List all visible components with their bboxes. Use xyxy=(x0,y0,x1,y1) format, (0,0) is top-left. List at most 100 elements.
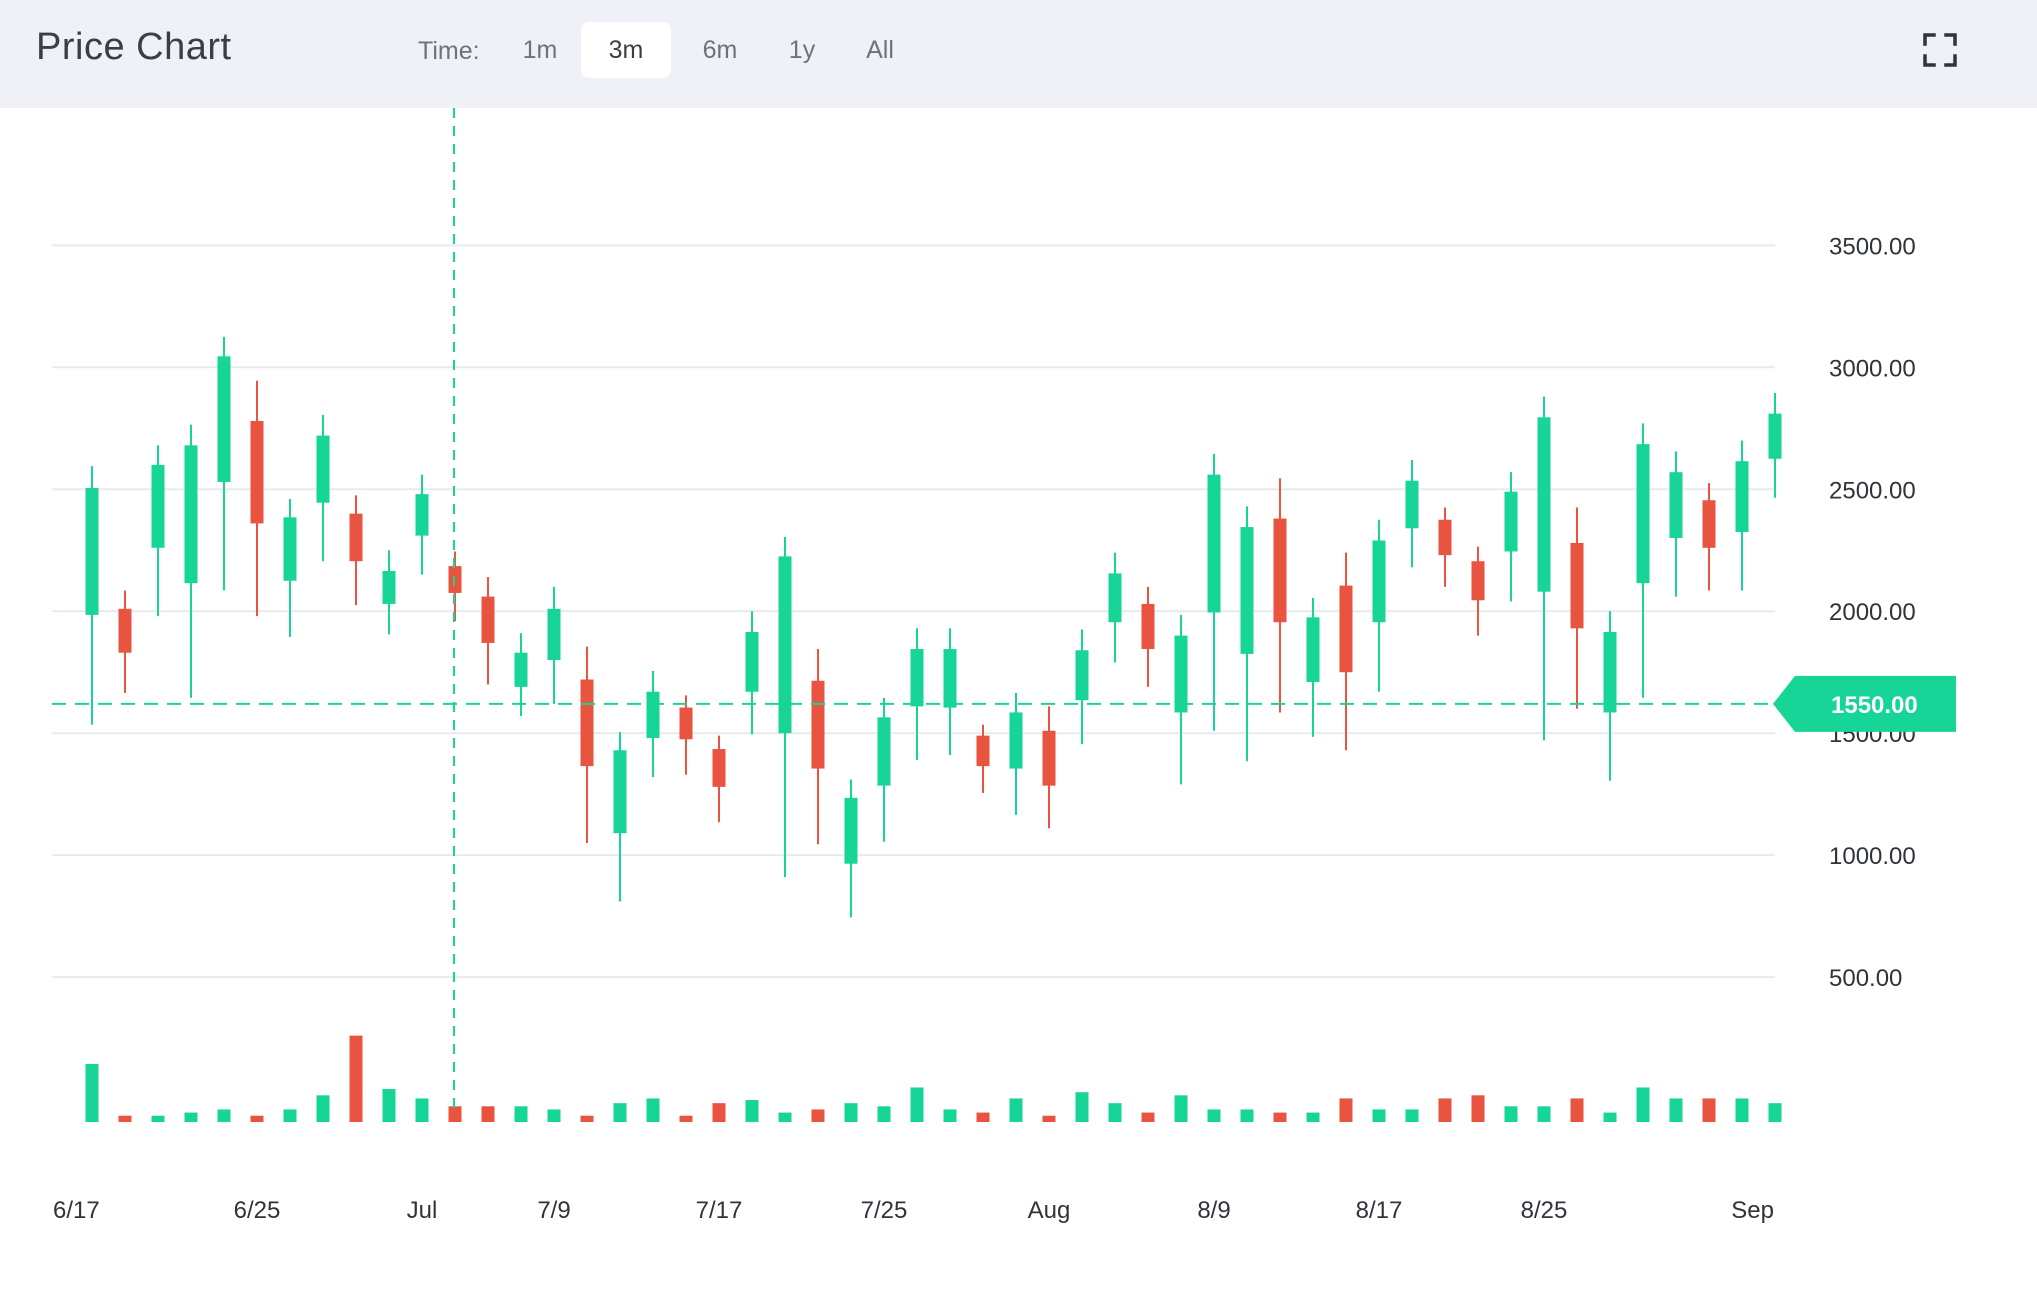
volume-bar xyxy=(1208,1109,1221,1122)
volume-bar xyxy=(482,1106,495,1122)
volume-bar xyxy=(812,1109,825,1122)
volume-bar xyxy=(713,1103,726,1122)
candle-body xyxy=(1109,573,1122,622)
volume-bar xyxy=(218,1109,231,1122)
volume-bar xyxy=(1241,1109,1254,1122)
candle-body xyxy=(1604,632,1617,712)
volume-bar xyxy=(449,1106,462,1122)
candle-body xyxy=(779,556,792,733)
candle-body xyxy=(152,465,165,548)
candle-body xyxy=(680,708,693,740)
volume-bar xyxy=(548,1109,561,1122)
candle-body xyxy=(713,749,726,787)
candle-body xyxy=(746,632,759,692)
volume-bar xyxy=(1769,1103,1782,1122)
volume-bar xyxy=(119,1116,132,1122)
candle-body xyxy=(1505,492,1518,552)
x-tick-label: 8/17 xyxy=(1356,1197,1403,1224)
volume-bar xyxy=(317,1095,330,1122)
volume-bar xyxy=(284,1109,297,1122)
volume-bar xyxy=(383,1089,396,1122)
candle-body xyxy=(416,494,429,535)
volume-bar xyxy=(1439,1098,1452,1122)
candle-body xyxy=(1736,461,1749,532)
candle-body xyxy=(1307,617,1320,682)
volume-bar xyxy=(1142,1113,1155,1122)
volume-bar xyxy=(1373,1109,1386,1122)
volume-bar xyxy=(779,1113,792,1122)
candle-body xyxy=(911,649,924,706)
candle-body xyxy=(251,421,264,523)
candle-body xyxy=(1175,636,1188,713)
volume-bar xyxy=(1307,1113,1320,1122)
candle-body xyxy=(1769,414,1782,459)
x-tick-label: 8/25 xyxy=(1521,1197,1568,1224)
candle-body xyxy=(1439,520,1452,555)
volume-bar xyxy=(1076,1092,1089,1122)
volume-bar xyxy=(977,1113,990,1122)
candle-body xyxy=(185,445,198,583)
candle-body xyxy=(1472,561,1485,600)
y-tick-label: 500.00 xyxy=(1829,965,1902,992)
volume-bar xyxy=(1538,1106,1551,1122)
volume-bar xyxy=(1703,1098,1716,1122)
volume-bar xyxy=(350,1036,363,1122)
volume-bar xyxy=(1175,1095,1188,1122)
candle-body xyxy=(548,609,561,660)
volume-bar xyxy=(1010,1098,1023,1122)
y-tick-label: 2000.00 xyxy=(1829,599,1916,626)
volume-bar xyxy=(614,1103,627,1122)
volume-bar xyxy=(845,1103,858,1122)
candle-body xyxy=(284,517,297,580)
candle-body xyxy=(1010,712,1023,768)
volume-bar xyxy=(1274,1113,1287,1122)
volume-bar xyxy=(878,1106,891,1122)
volume-bar xyxy=(152,1116,165,1122)
candle-body xyxy=(1076,650,1089,700)
volume-bar xyxy=(1340,1098,1353,1122)
volume-bar xyxy=(1637,1087,1650,1122)
volume-bar xyxy=(515,1106,528,1122)
y-tick-label: 3000.00 xyxy=(1829,355,1916,382)
volume-bar xyxy=(1571,1098,1584,1122)
y-tick-label: 3500.00 xyxy=(1829,233,1916,260)
candle-body xyxy=(581,680,594,767)
volume-bar xyxy=(251,1116,264,1122)
volume-bar xyxy=(581,1116,594,1122)
y-tick-label: 1000.00 xyxy=(1829,843,1916,870)
volume-bar xyxy=(911,1087,924,1122)
candle-body xyxy=(482,597,495,643)
volume-bar xyxy=(416,1098,429,1122)
candle-body xyxy=(1703,500,1716,548)
candle-body xyxy=(1274,519,1287,623)
candle-body xyxy=(218,356,231,482)
candle-body xyxy=(515,653,528,687)
candle-body xyxy=(383,571,396,604)
candle-body xyxy=(1670,472,1683,538)
candle-body xyxy=(812,681,825,769)
x-tick-label: 6/17 xyxy=(53,1197,100,1224)
candle-body xyxy=(944,649,957,708)
x-tick-label: 6/25 xyxy=(234,1197,281,1224)
x-tick-label: 8/9 xyxy=(1197,1197,1230,1224)
candle-body xyxy=(1637,444,1650,583)
candle-body xyxy=(1340,586,1353,673)
candle-body xyxy=(845,798,858,864)
current-price-label: 1550.00 xyxy=(1831,692,1918,719)
candle-body xyxy=(1043,731,1056,786)
candle-body xyxy=(1373,540,1386,622)
candle-body xyxy=(86,488,99,615)
x-tick-label: Jul xyxy=(407,1197,438,1224)
candle-body xyxy=(1406,481,1419,529)
volume-bar xyxy=(86,1064,99,1122)
x-tick-label: 7/25 xyxy=(861,1197,908,1224)
volume-bar xyxy=(680,1116,693,1122)
volume-bar xyxy=(1406,1109,1419,1122)
x-tick-label: Aug xyxy=(1028,1197,1071,1224)
volume-bar xyxy=(1670,1098,1683,1122)
volume-bar xyxy=(1736,1098,1749,1122)
candle-body xyxy=(350,514,363,562)
volume-bar xyxy=(185,1113,198,1122)
